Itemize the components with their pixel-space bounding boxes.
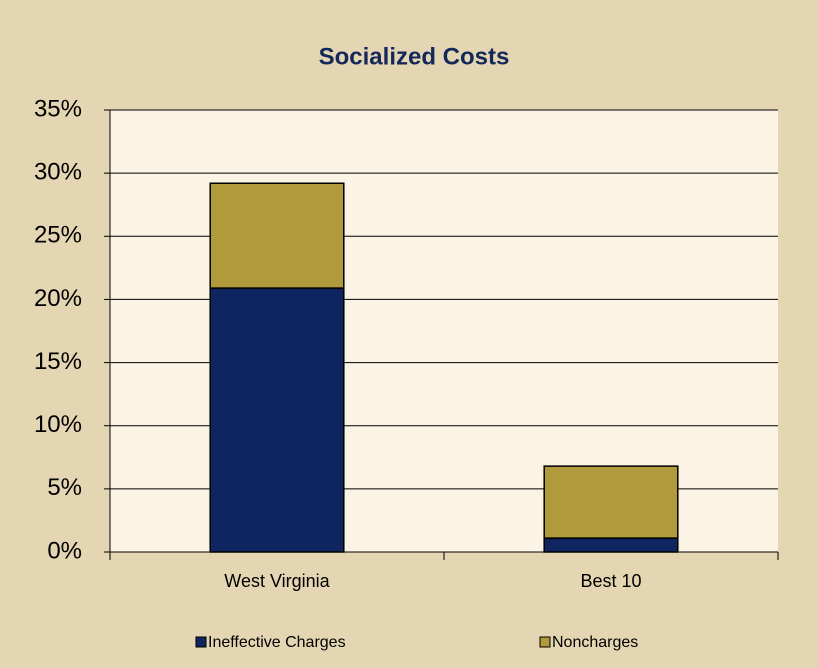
y-tick-label: 35%	[34, 95, 82, 122]
bar-segment	[543, 465, 679, 539]
y-tick-label: 5%	[47, 474, 82, 501]
bar-segment	[209, 182, 345, 289]
x-tick-label: West Virginia	[224, 571, 330, 591]
y-tick-label: 15%	[34, 348, 82, 375]
y-tick-label: 0%	[47, 537, 82, 564]
chart-title: Socialized Costs	[319, 43, 510, 70]
x-tick-label: Best 10	[580, 571, 641, 591]
y-tick-label: 20%	[34, 285, 82, 312]
y-tick-label: 25%	[34, 222, 82, 249]
bar-segment	[209, 287, 345, 553]
legend-label: Ineffective Charges	[208, 634, 346, 651]
legend-label: Noncharges	[552, 634, 638, 651]
legend-swatch	[539, 636, 551, 648]
legend-swatch	[195, 636, 207, 648]
bar-segment	[543, 537, 679, 553]
y-tick-label: 10%	[34, 411, 82, 438]
y-tick-label: 30%	[34, 158, 82, 185]
